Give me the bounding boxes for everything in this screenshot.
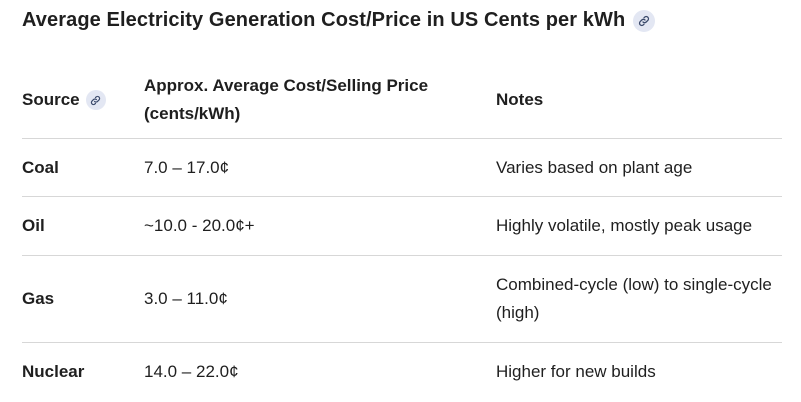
header-cell-price: Approx. Average Cost/Selling Price (cent… [144,76,429,123]
cell-source: Coal [22,157,59,177]
table-header-row: Source Approx. Average Cost/Selling Pric… [22,62,782,139]
cell-notes: Highly volatile, mostly peak usage [496,216,753,235]
link-icon[interactable] [633,9,656,32]
cell-notes: Combined-cycle (low) to single-cycle (hi… [496,275,772,322]
header-cell-source: Source [22,86,144,114]
cell-source: Nuclear [22,362,85,381]
link-icon[interactable] [85,90,106,110]
cell-price: 14.0 – 22.0¢ [144,362,239,381]
cell-notes: Varies based on plant age [496,157,693,177]
title-row: Average Electricity Generation Cost/Pric… [22,9,656,32]
table-row: Oil ~10.0 - 20.0¢+ Highly volatile, most… [22,197,782,256]
cell-source: Gas [22,289,55,308]
table-row: Coal 7.0 – 17.0¢ Varies based on plant a… [22,139,782,197]
header-source-label: Source [22,90,80,109]
cell-price: 3.0 – 11.0¢ [144,289,228,308]
cost-table: Source Approx. Average Cost/Selling Pric… [22,62,782,401]
table-row: Gas 3.0 – 11.0¢ Combined-cycle (low) to … [22,256,782,343]
cell-price: 7.0 – 17.0¢ [144,157,230,177]
cell-source: Oil [22,216,45,235]
page-title: Average Electricity Generation Cost/Pric… [22,9,626,31]
header-cell-notes: Notes [496,90,544,109]
cell-notes: Higher for new builds [496,362,656,381]
cell-price: ~10.0 - 20.0¢+ [144,216,255,235]
table-row: Nuclear 14.0 – 22.0¢ Higher for new buil… [22,343,782,401]
